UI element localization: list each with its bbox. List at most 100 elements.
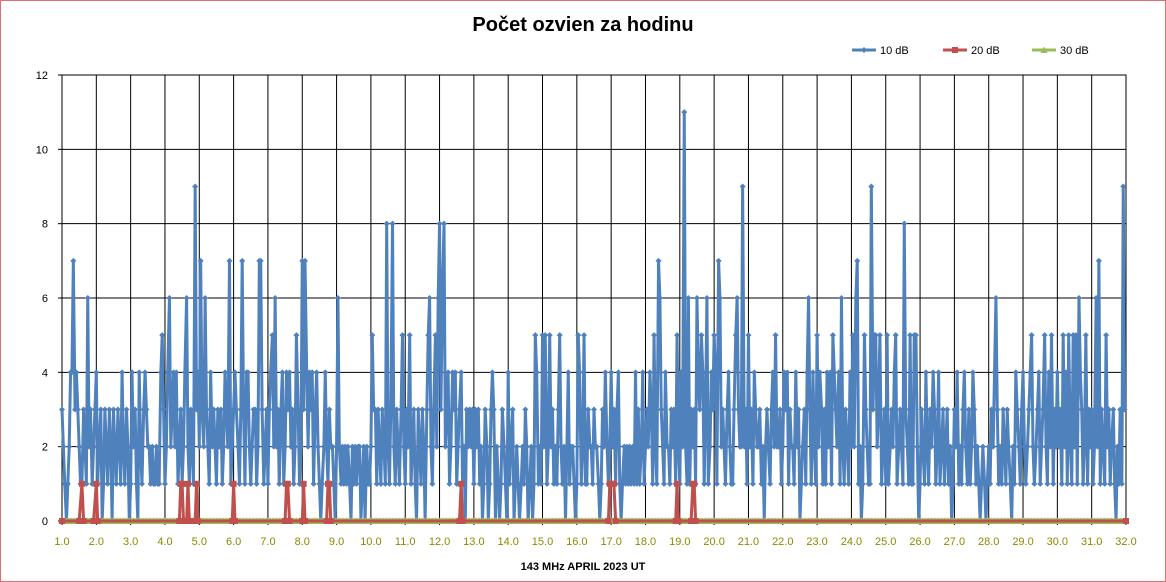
data-point bbox=[106, 406, 113, 413]
data-point bbox=[549, 406, 556, 413]
data-point bbox=[507, 443, 514, 450]
data-point bbox=[1072, 332, 1079, 339]
data-point bbox=[1105, 406, 1112, 413]
data-point bbox=[994, 406, 1001, 413]
data-point bbox=[1081, 443, 1088, 450]
data-point bbox=[646, 369, 653, 376]
data-point bbox=[254, 443, 261, 450]
data-point bbox=[792, 369, 799, 376]
data-point bbox=[302, 257, 309, 264]
data-point bbox=[696, 406, 703, 413]
data-point bbox=[1029, 443, 1036, 450]
data-point bbox=[465, 443, 472, 450]
data-point bbox=[132, 406, 139, 413]
data-point bbox=[163, 443, 170, 450]
data-point bbox=[402, 480, 409, 487]
x-axis-label: 143 MHz APRIL 2023 UT bbox=[520, 561, 646, 573]
data-point bbox=[267, 369, 274, 376]
data-point bbox=[1021, 443, 1028, 450]
data-point bbox=[460, 443, 467, 450]
data-point bbox=[452, 369, 459, 376]
data-point bbox=[506, 480, 513, 487]
data-point bbox=[360, 443, 367, 450]
data-point bbox=[398, 406, 405, 413]
data-point bbox=[711, 332, 718, 339]
data-point bbox=[369, 332, 376, 339]
data-point bbox=[100, 480, 107, 487]
data-point bbox=[579, 443, 586, 450]
data-point bbox=[656, 295, 663, 301]
data-point bbox=[396, 480, 403, 487]
data-point bbox=[809, 369, 816, 376]
data-point bbox=[183, 295, 190, 301]
data-point bbox=[446, 480, 453, 487]
data-point bbox=[971, 406, 978, 413]
data-point bbox=[220, 443, 227, 450]
data-point bbox=[679, 443, 686, 450]
data-point bbox=[884, 332, 891, 339]
data-point bbox=[1077, 369, 1084, 376]
data-point bbox=[1024, 443, 1031, 450]
data-point bbox=[472, 406, 479, 413]
data-point bbox=[1018, 406, 1025, 413]
data-point bbox=[233, 406, 240, 413]
data-point bbox=[678, 369, 685, 376]
x-tick-label: 25.0 bbox=[875, 536, 896, 548]
data-point bbox=[136, 369, 143, 376]
data-point bbox=[184, 480, 191, 487]
data-point bbox=[80, 406, 87, 413]
data-point bbox=[1108, 443, 1115, 450]
y-tick-label: 2 bbox=[42, 442, 48, 454]
data-point bbox=[1020, 369, 1027, 376]
data-point bbox=[116, 443, 123, 450]
data-point bbox=[1028, 332, 1035, 339]
data-point bbox=[253, 480, 260, 487]
data-point bbox=[839, 443, 846, 450]
data-point bbox=[157, 369, 164, 376]
data-point bbox=[610, 406, 617, 413]
x-tick-label: 16.0 bbox=[566, 536, 587, 548]
data-point bbox=[206, 480, 213, 487]
data-point bbox=[450, 406, 457, 413]
data-point bbox=[1074, 480, 1081, 487]
data-point bbox=[353, 480, 360, 487]
data-point bbox=[598, 480, 605, 487]
data-point bbox=[670, 406, 677, 413]
data-point bbox=[553, 480, 560, 487]
data-point bbox=[1039, 406, 1046, 413]
data-point bbox=[193, 406, 200, 413]
data-point bbox=[264, 480, 271, 487]
data-point bbox=[300, 480, 307, 487]
data-point bbox=[392, 480, 399, 487]
data-point bbox=[300, 406, 307, 413]
data-point bbox=[273, 443, 280, 450]
data-point bbox=[76, 518, 83, 524]
y-tick-label: 8 bbox=[42, 219, 48, 231]
x-tick-label: 12.0 bbox=[429, 536, 450, 548]
data-point bbox=[802, 480, 809, 487]
data-point bbox=[795, 406, 802, 413]
x-tick-label: 2.0 bbox=[89, 536, 104, 548]
data-point bbox=[393, 406, 400, 413]
x-tick-label: 5.0 bbox=[192, 536, 207, 548]
data-point bbox=[715, 257, 722, 264]
data-point bbox=[613, 406, 620, 413]
data-point bbox=[849, 332, 856, 339]
chart-title: Počet ozvien za hodinu bbox=[472, 14, 694, 36]
data-point bbox=[286, 369, 293, 376]
data-point bbox=[173, 369, 180, 376]
data-point bbox=[1101, 480, 1108, 487]
data-point bbox=[751, 369, 758, 376]
data-point bbox=[957, 443, 964, 450]
data-point bbox=[295, 406, 302, 413]
data-point bbox=[578, 480, 585, 487]
data-point bbox=[192, 183, 199, 190]
data-point bbox=[239, 257, 246, 264]
data-point bbox=[103, 443, 110, 450]
data-point bbox=[546, 332, 553, 339]
data-point bbox=[107, 443, 114, 450]
data-point bbox=[94, 518, 101, 524]
data-point bbox=[489, 369, 496, 376]
data-point bbox=[137, 443, 144, 450]
data-point bbox=[90, 443, 97, 450]
